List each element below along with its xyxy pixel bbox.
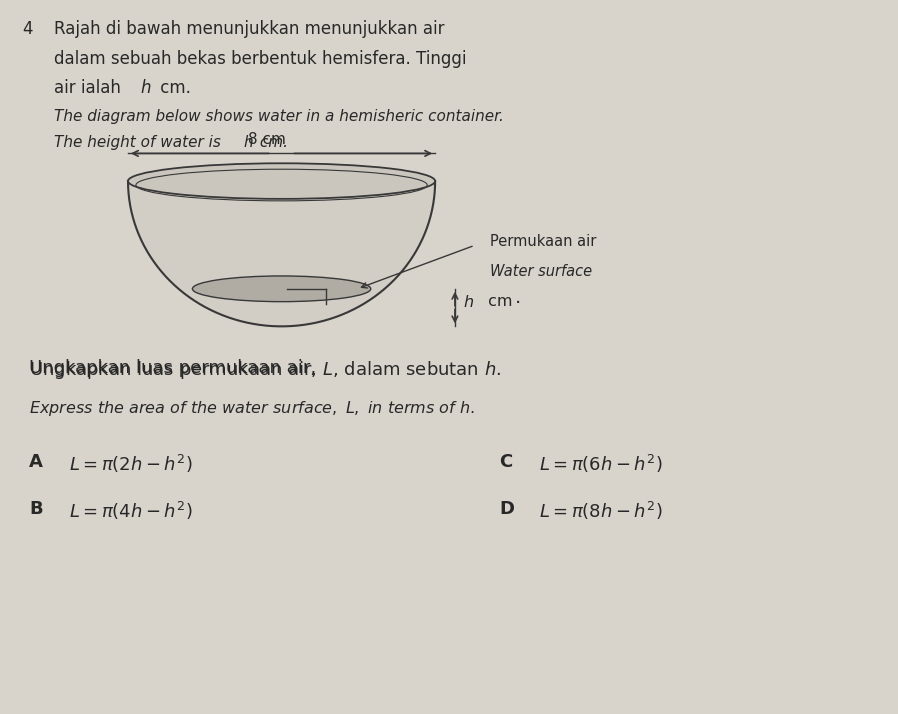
Text: $\it{Express\ the\ area\ of\ the\ water\ surface,\ L,\ in\ terms\ of\ h.}$: $\it{Express\ the\ area\ of\ the\ water\…: [29, 398, 475, 418]
Text: dalam sebuah bekas berbentuk hemisfera. Tinggi: dalam sebuah bekas berbentuk hemisfera. …: [54, 50, 466, 68]
Text: cm: cm: [483, 294, 512, 309]
Text: C: C: [499, 453, 513, 471]
Text: $L = \pi(2h - h^2)$: $L = \pi(2h - h^2)$: [68, 453, 192, 475]
Text: D: D: [499, 501, 515, 518]
Ellipse shape: [128, 164, 436, 199]
Text: The height of water is: The height of water is: [54, 135, 225, 150]
Text: air ialah: air ialah: [54, 79, 126, 97]
Text: A: A: [29, 453, 43, 471]
Text: The diagram below shows water in a hemisheric container.: The diagram below shows water in a hemis…: [54, 109, 504, 124]
Text: $L = \pi(6h - h^2)$: $L = \pi(6h - h^2)$: [539, 453, 663, 475]
Text: h: h: [244, 135, 253, 150]
Text: 8 cm: 8 cm: [248, 133, 286, 148]
Text: cm.: cm.: [255, 135, 288, 150]
Text: 4: 4: [22, 20, 32, 38]
Text: Rajah di bawah menunjukkan menunjukkan air: Rajah di bawah menunjukkan menunjukkan a…: [54, 20, 445, 38]
Text: B: B: [29, 501, 42, 518]
Text: $L = \pi(8h - h^2)$: $L = \pi(8h - h^2)$: [539, 501, 663, 523]
Text: $h$: $h$: [462, 293, 474, 310]
Text: Water surface: Water surface: [489, 264, 592, 279]
Text: $L = \pi(4h - h^2)$: $L = \pi(4h - h^2)$: [68, 501, 192, 523]
Text: Ungkapkan luas permukaan air, $L$, dalam sebutan $h$.: Ungkapkan luas permukaan air, $L$, dalam…: [29, 359, 501, 381]
Ellipse shape: [192, 276, 371, 301]
Text: Ungkapkan luas permukaan air,: Ungkapkan luas permukaan air,: [29, 359, 321, 377]
Text: ·: ·: [515, 294, 521, 313]
Polygon shape: [128, 181, 436, 326]
Text: Permukaan air: Permukaan air: [489, 234, 596, 249]
Text: cm.: cm.: [154, 79, 190, 97]
Text: h: h: [141, 79, 152, 97]
